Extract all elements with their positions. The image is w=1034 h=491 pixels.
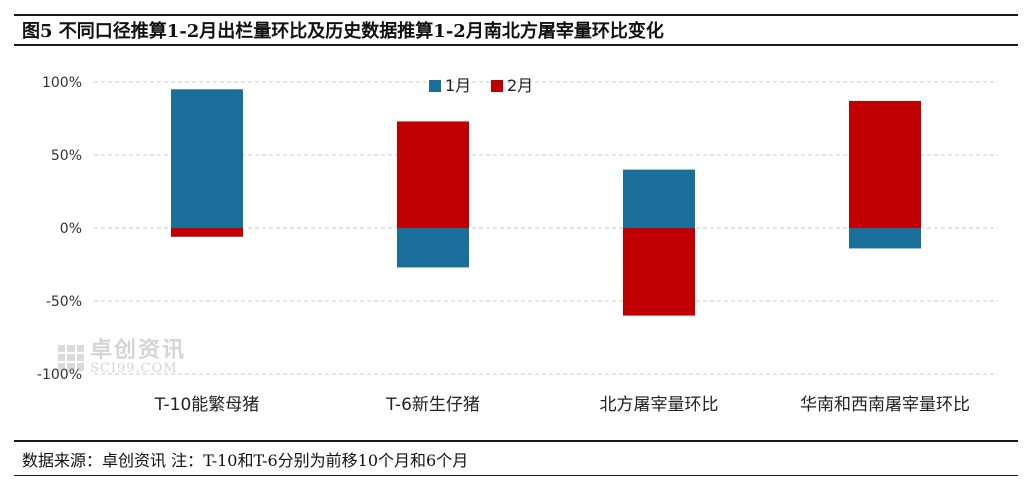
chart-title: 图5 不同口径推算1-2月出栏量环比及历史数据推算1-2月南北方屠宰量环比变化 [22, 21, 664, 42]
legend-swatch-jan [429, 80, 441, 92]
bar-feb [397, 121, 469, 228]
x-tick-label: 北方屠宰量环比 [600, 395, 719, 415]
title-bar: 图5 不同口径推算1-2月出栏量环比及历史数据推算1-2月南北方屠宰量环比变化 [14, 14, 1018, 46]
x-tick-label: T-6新生仔猪 [385, 395, 480, 415]
bar-feb [171, 228, 243, 237]
bar-jan [623, 169, 695, 228]
y-tick-label: 100% [42, 75, 82, 91]
y-tick-label: 0% [60, 221, 82, 237]
bar-jan [849, 228, 921, 249]
footer: 数据来源：卓创资讯 注：T-10和T-6分别为前移10个月和6个月 [14, 440, 1018, 476]
y-tick-label: 50% [51, 148, 82, 164]
x-tick-label: T-10能繁母猪 [154, 395, 260, 415]
bar-jan [171, 89, 243, 228]
x-tick-label: 华南和西南屠宰量环比 [800, 395, 970, 415]
source-note: 数据来源：卓创资讯 注：T-10和T-6分别为前移10个月和6个月 [22, 450, 469, 470]
bar-feb [623, 228, 695, 316]
bar-jan [397, 228, 469, 268]
legend-label: 1月 [445, 76, 471, 95]
legend-swatch-feb [491, 80, 503, 92]
chart-area: -100% -50% 0% 50% 100% T-10能繁母猪 T-6新生仔猪 北方屠宰量环比… [14, 48, 1018, 436]
legend-label: 2月 [507, 76, 533, 95]
y-tick-label: -100% [37, 367, 82, 383]
bar-feb [849, 100, 921, 228]
bar-chart: -100% -50% 0% 50% 100% T-10能繁母猪 T-6新生仔猪 北方屠宰量环比… [37, 75, 998, 415]
y-tick-label: -50% [46, 294, 82, 310]
